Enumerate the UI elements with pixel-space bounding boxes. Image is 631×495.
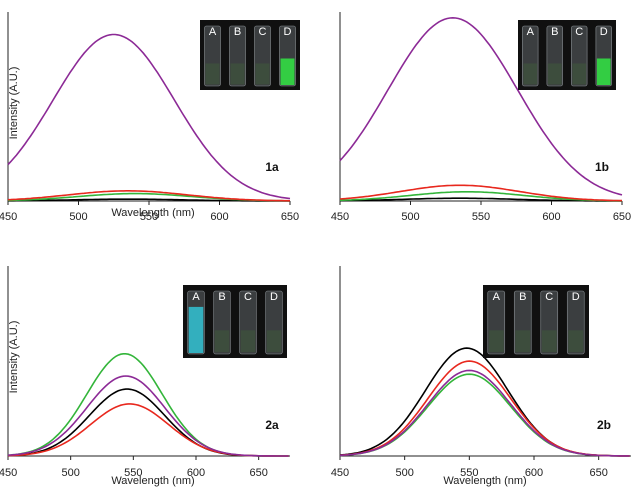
series-line-A (339, 347, 630, 457)
vial-liquid (266, 330, 282, 353)
series-line-D (339, 16, 623, 196)
vial-D: D (566, 290, 585, 355)
vial-D: D (265, 290, 283, 355)
x-tick-label: 600 (210, 211, 228, 223)
chart-panel-2a: 450 500 550 600 650 Wavelength (nm) Intensity … (0, 266, 290, 487)
vial-label: A (192, 291, 200, 303)
vial-label: D (572, 291, 580, 303)
x-tick-label: 500 (69, 211, 87, 223)
panel-label: 2a (265, 418, 279, 432)
vial-label: C (259, 26, 267, 38)
vial-label: D (600, 26, 608, 38)
vial-D: D (279, 25, 296, 87)
series-line-B (7, 190, 291, 202)
series-line-C (339, 191, 622, 202)
vial-label: D (270, 291, 278, 303)
x-tick-label: 550 (124, 467, 142, 479)
vial-C: C (540, 290, 559, 355)
vial-liquid (240, 330, 256, 353)
y-axis-title: Intensity (A.U.) (8, 67, 20, 140)
panel-label: 1a (265, 160, 279, 174)
panel-label: 2b (597, 418, 611, 432)
panel-label: 1b (595, 160, 609, 174)
vial-liquid (205, 63, 220, 85)
vial-label: B (551, 26, 558, 38)
vial-label: C (545, 291, 553, 303)
chart-panel-1b: 450 500 550 600 650 1b A B C D (331, 12, 631, 223)
series-line-D (7, 375, 289, 457)
vial-B: B (229, 25, 246, 87)
vial-liquid (255, 63, 270, 85)
x-tick-label: 650 (613, 211, 631, 223)
x-tick-label: 500 (61, 467, 79, 479)
vial-C: C (254, 25, 271, 87)
series-line-D (339, 369, 630, 457)
vial-liquid (515, 330, 531, 353)
x-tick-label: 550 (140, 211, 158, 223)
series-line-C (339, 373, 630, 457)
vial-liquid (214, 330, 230, 353)
vial-liquid (541, 330, 557, 353)
vial-B: B (546, 25, 563, 87)
inset-photo: A B C D (200, 20, 300, 90)
vial-liquid (523, 63, 538, 85)
vial-A: A (522, 25, 539, 87)
vial-fluorescence (188, 306, 204, 353)
x-tick-label: 650 (281, 211, 299, 223)
vial-A: A (204, 25, 221, 87)
vial-label: B (234, 26, 241, 38)
series-line-D (7, 33, 291, 200)
x-tick-label: 600 (187, 467, 205, 479)
vial-label: C (244, 291, 252, 303)
inset-photo: A B C D (483, 285, 589, 358)
vial-liquid (572, 63, 587, 85)
x-tick-label: 550 (460, 467, 478, 479)
x-tick-label: 600 (525, 467, 543, 479)
x-tick-label: 650 (589, 467, 607, 479)
vial-liquid (547, 63, 562, 85)
vial-liquid (568, 330, 584, 353)
chart-panel-1a: 450 500 550 600 650 Wavelength (nm) Intensity … (0, 12, 300, 223)
vial-label: A (493, 291, 501, 303)
vial-label: A (209, 26, 217, 38)
x-axis-title: Wavelength (nm) (443, 475, 526, 487)
vial-fluorescence (596, 58, 611, 85)
series-line-A (7, 388, 289, 457)
x-tick-label: 500 (401, 211, 419, 223)
series-line-A (8, 198, 290, 202)
vial-A: A (487, 290, 506, 355)
x-tick-label: 450 (331, 467, 349, 479)
series-line-B (339, 184, 622, 202)
x-axis-title: Wavelength (nm) (111, 207, 194, 219)
vial-label: B (519, 291, 526, 303)
vial-C: C (571, 25, 588, 87)
vial-label: A (527, 26, 535, 38)
inset-photo: A B C D (183, 285, 287, 358)
x-tick-label: 650 (249, 467, 267, 479)
vial-liquid (488, 330, 504, 353)
x-tick-label: 450 (331, 211, 349, 223)
series-line-A (340, 197, 623, 202)
x-tick-label: 450 (0, 467, 17, 479)
x-tick-label: 450 (0, 211, 17, 223)
series-line-C (7, 353, 289, 457)
vial-A: A (187, 290, 205, 355)
inset-photo: A B C D (518, 20, 616, 90)
vial-liquid (230, 63, 245, 85)
vial-label: C (575, 26, 583, 38)
vial-D: D (595, 25, 612, 87)
x-tick-label: 500 (395, 467, 413, 479)
x-tick-label: 550 (472, 211, 490, 223)
x-axis-title: Wavelength (nm) (111, 475, 194, 487)
vial-fluorescence (280, 58, 295, 85)
vial-B: B (513, 290, 532, 355)
y-axis-title: Intensity (A.U.) (8, 321, 20, 394)
vial-C: C (239, 290, 257, 355)
vial-B: B (213, 290, 231, 355)
x-tick-label: 600 (542, 211, 560, 223)
vial-label: B (218, 291, 225, 303)
vial-label: D (284, 26, 292, 38)
chart-panel-2b: 450 500 550 600 650 Wavelength (nm) 2b A B C D (331, 266, 631, 487)
